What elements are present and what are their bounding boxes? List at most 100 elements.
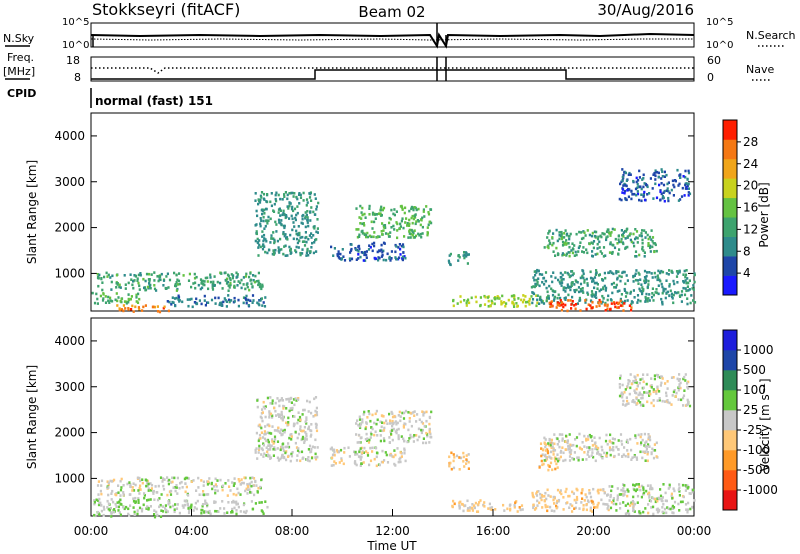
velocity-ytick-label-1: 2000	[54, 426, 85, 440]
power-ytick-label-0: 1000	[54, 266, 85, 280]
x-tick-label-4: 16:00	[476, 524, 511, 538]
power-colorbar-tick-label-6: 28	[743, 135, 758, 149]
noise-right-tick-bottom: 10^0	[706, 40, 733, 51]
power-echo-region-11	[548, 298, 633, 313]
velocity-echo-region-3	[254, 396, 319, 463]
freq-panel: 18 8 60 0	[66, 54, 721, 84]
freq-right-tick-bottom: 0	[707, 71, 714, 84]
velocity-echo-region-8	[531, 487, 609, 513]
velocity-colorbar-swatch-5	[723, 390, 737, 411]
mhz-label: [MHz]	[3, 65, 35, 78]
velocity-colorbar-swatch-3	[723, 430, 737, 451]
velocity-colorbar-swatch-6	[723, 370, 737, 391]
power-colorbar-swatch-1	[723, 256, 737, 276]
velocity-colorbar-swatch-0	[723, 490, 737, 511]
power-colorbar-tick-label-1: 8	[743, 244, 751, 258]
velocity-colorbar-tick-label-2: -100	[743, 443, 770, 457]
freq-left-tick-top: 18	[66, 54, 80, 67]
velocity-colorbar-swatch-4	[723, 410, 737, 431]
power-echo-region-3	[166, 294, 267, 309]
power-panel: Slant Range [km] 1000 2000 3000 4000	[25, 112, 697, 314]
date-title: 30/Aug/2016	[597, 1, 694, 19]
velocity-echo-region-10	[543, 432, 659, 463]
power-echo-region-4	[254, 191, 320, 257]
velocity-colorbar-label: Velocity [m s⁻¹]	[758, 378, 772, 471]
x-tick-label-3: 12:00	[375, 524, 410, 538]
power-echo-region-0	[96, 271, 264, 292]
nsearch-label: N.Search	[746, 29, 796, 42]
power-echo-region-6	[330, 241, 407, 262]
power-echo-region-8	[447, 251, 470, 267]
velocity-echo-region-12	[618, 373, 692, 408]
power-colorbar-swatch-6	[723, 158, 737, 179]
velocity-echo-region-0	[96, 476, 263, 497]
power-echo-region-1	[91, 291, 141, 305]
x-tick-label-2: 08:00	[275, 524, 310, 538]
power-colorbar-tick-label-3: 16	[743, 201, 758, 215]
velocity-echo-region-11	[606, 483, 696, 516]
cpid-label: CPID	[7, 87, 36, 100]
velocity-echo-region-4	[355, 409, 433, 445]
power-colorbar-swatch-0	[723, 275, 737, 296]
velocity-colorbar: Velocity [m s⁻¹] -1000 -500 -100 -25 25 100 50…	[722, 329, 778, 511]
velocity-panel: Slant Range [km] 1000 2000 3000 4000 00:00 0…	[25, 317, 712, 553]
power-colorbar-swatch-3	[723, 217, 737, 237]
velocity-colorbar-tick-label-5: 100	[743, 383, 766, 397]
velocity-echo-region-1	[93, 496, 168, 519]
time-axis-label: Time UT	[366, 539, 417, 553]
velocity-colorbar-swatch-2	[723, 450, 737, 471]
velocity-ytick-label-3: 4000	[54, 334, 85, 348]
noise-panel: 10^5 10^0 10^5 10^0	[62, 17, 733, 51]
noise-left-tick-bottom: 10^0	[62, 40, 89, 51]
freq-line	[91, 69, 694, 80]
x-tick-label-6: 00:00	[677, 524, 712, 538]
velocity-colorbar-tick-label-1: -500	[743, 463, 770, 477]
freq-left-tick-bottom: 8	[74, 71, 81, 84]
power-colorbar-swatch-8	[723, 120, 737, 140]
velocity-echo-region-2	[166, 499, 269, 516]
noise-left-tick-top: 10^5	[62, 17, 89, 28]
x-tick-label-5: 20:00	[576, 524, 611, 538]
nsky-label: N.Sky	[3, 32, 35, 45]
velocity-ytick-label-0: 1000	[54, 471, 85, 485]
noise-right-tick-top: 10^5	[706, 17, 733, 28]
velocity-echo-region-6	[451, 499, 524, 513]
power-ytick-label-2: 3000	[54, 175, 85, 189]
power-ytick-label-3: 4000	[54, 129, 85, 143]
velocity-colorbar-frame	[722, 329, 738, 511]
nsearch-line	[90, 38, 694, 41]
beam-title: Beam 02	[358, 3, 425, 21]
freq-panel-frame	[90, 56, 695, 82]
velocity-colorbar-tick-label-7: 1000	[743, 343, 774, 357]
nave-label: Nave	[746, 63, 774, 76]
power-echo-region-5	[355, 204, 433, 240]
freq-right-tick-top: 60	[707, 54, 721, 67]
velocity-colorbar-tick-label-6: 500	[743, 363, 766, 377]
station-title: Stokkseyri (fitACF)	[92, 0, 240, 19]
velocity-colorbar-swatch-7	[723, 350, 737, 371]
power-echo-region-2	[116, 304, 170, 314]
power-panel-frame	[90, 112, 695, 312]
power-colorbar-tick-label-2: 12	[743, 222, 758, 236]
power-ylabel: Slant Range [km]	[25, 160, 39, 264]
velocity-colorbar-swatch-8	[723, 330, 737, 351]
velocity-colorbar-swatch-1	[723, 470, 737, 491]
x-tick-label-0: 00:00	[74, 524, 109, 538]
velocity-ytick-label-2: 3000	[54, 380, 85, 394]
velocity-colorbar-tick-label-3: -25	[743, 423, 763, 437]
power-colorbar-swatch-5	[723, 178, 737, 199]
power-colorbar-swatch-7	[723, 139, 737, 160]
velocity-ylabel: Slant Range [km]	[25, 365, 39, 469]
power-colorbar-label: Power [dB]	[757, 182, 771, 247]
power-colorbar: Power [dB] 4 8 12 16 20 24 28	[722, 119, 771, 296]
nsky-line	[90, 32, 695, 49]
power-echo-region-7	[452, 294, 549, 308]
power-colorbar-tick-label-4: 20	[743, 179, 758, 193]
power-ytick-label-1: 2000	[54, 221, 85, 235]
power-colorbar-tick-label-5: 24	[743, 157, 758, 171]
nave-line	[91, 67, 694, 74]
x-tick-label-1: 04:00	[174, 524, 209, 538]
velocity-echo-region-7	[448, 451, 470, 471]
power-colorbar-swatch-4	[723, 197, 737, 218]
